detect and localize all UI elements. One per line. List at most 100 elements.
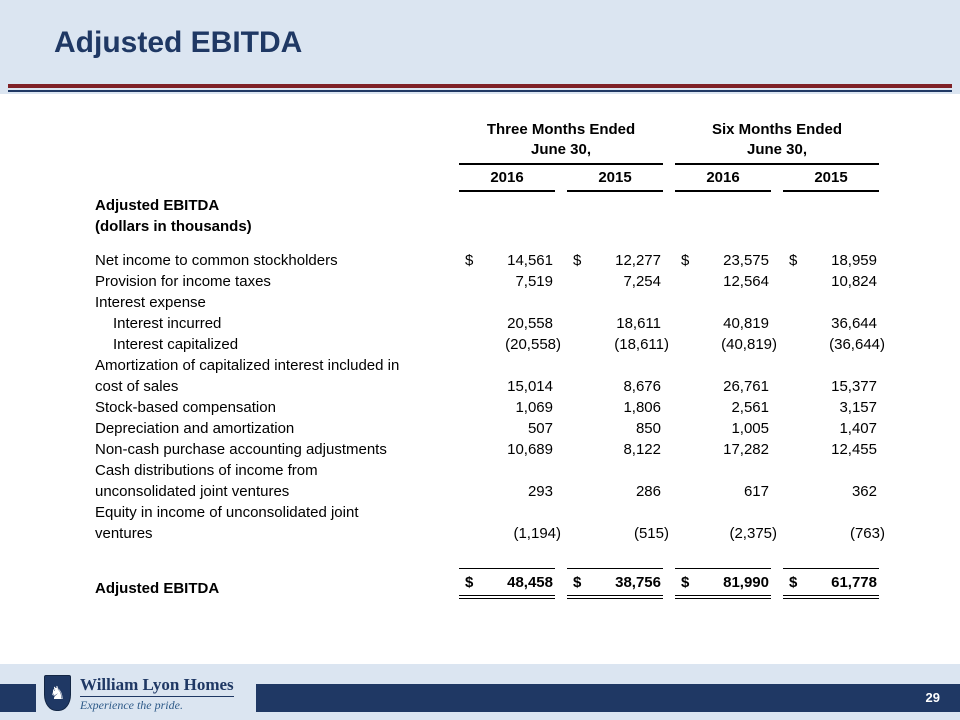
table-row: Interest incurred 20,558 18,611 40,819 3…: [95, 313, 885, 334]
value: (40,819): [721, 336, 777, 353]
total-value-cell: $81,990: [675, 568, 771, 599]
table-row: Provision for income taxes 7,519 7,254 1…: [95, 271, 885, 292]
page-title: Adjusted EBITDA: [54, 26, 303, 59]
value-cell: 17,282: [675, 439, 771, 460]
value: 40,819: [723, 315, 769, 332]
table-row: Depreciation and amortization 507 850 1,…: [95, 418, 885, 439]
value-cell: (2,375): [675, 523, 777, 544]
dollar-sign: $: [465, 574, 474, 591]
value: (1,194): [513, 525, 561, 542]
value: 1,806: [623, 399, 661, 416]
value: 61,778: [831, 574, 877, 591]
value: 1,069: [515, 399, 553, 416]
value: 15,014: [507, 378, 553, 395]
divider-maroon-line: [8, 84, 952, 88]
table-row: Non-cash purchase accounting adjustments…: [95, 439, 885, 460]
row-label: Equity in income of unconsolidated joint…: [95, 504, 359, 542]
value-cell: 26,761: [675, 376, 771, 397]
row-label: Amortization of capitalized interest inc…: [95, 357, 400, 395]
row-label: Interest incurred: [113, 315, 222, 332]
value: 362: [851, 483, 877, 500]
table-row: Cash distributions of income from uncons…: [95, 460, 885, 502]
stub-spacer: [95, 168, 447, 192]
row-label: Depreciation and amortization: [95, 420, 295, 437]
column-group-header-row: Three Months Ended June 30, Six Months E…: [95, 120, 885, 165]
value-cell: (20,558): [459, 334, 561, 355]
group-header-line2: June 30,: [530, 141, 592, 158]
value-cell: 1,806: [567, 397, 663, 418]
value-cell: $23,575: [675, 250, 771, 271]
content-area: Three Months Ended June 30, Six Months E…: [0, 94, 960, 664]
value-cell: 15,377: [783, 376, 879, 397]
year-header-row: 2016 2015 2016 2015: [95, 168, 885, 192]
row-label: Net income to common stockholders: [95, 252, 338, 269]
adjusted-ebitda-table: Three Months Ended June 30, Six Months E…: [95, 120, 885, 599]
value-cell: (36,644): [783, 334, 885, 355]
value-cell: (763): [783, 523, 885, 544]
value: (18,611): [614, 336, 669, 353]
dollar-sign: $: [465, 252, 474, 269]
table-stub-header: Adjusted EBITDA (dollars in thousands): [95, 195, 885, 237]
value-cell: 850: [567, 418, 663, 439]
row-label: Stock-based compensation: [95, 399, 276, 416]
brand-block: William Lyon Homes Experience the pride.: [80, 675, 234, 712]
group-header-line1: Three Months Ended: [486, 121, 636, 138]
dollar-sign: $: [681, 574, 690, 591]
value-cell: 362: [783, 481, 879, 502]
dollar-sign: $: [573, 574, 582, 591]
table-row: Interest capitalized (20,558) (18,611) (…: [95, 334, 885, 355]
lion-glyph: ♞: [49, 682, 66, 703]
page-number: 29: [925, 690, 940, 705]
value: 17,282: [723, 441, 769, 458]
value-cell: 507: [459, 418, 555, 439]
value: (763): [849, 525, 885, 542]
value: 293: [527, 483, 553, 500]
table-row: Amortization of capitalized interest inc…: [95, 355, 885, 397]
dollar-sign: $: [573, 252, 582, 269]
header-band: Adjusted EBITDA: [0, 0, 960, 84]
dollar-sign: $: [789, 252, 798, 269]
value-cell: 20,558: [459, 313, 555, 334]
value: 7,519: [515, 273, 553, 290]
group-header-line2: June 30,: [746, 141, 808, 158]
value: 36,644: [831, 315, 877, 332]
value-cell: 12,564: [675, 271, 771, 292]
value: 1,005: [731, 420, 769, 437]
value-cell: 286: [567, 481, 663, 502]
value: 18,959: [831, 252, 877, 269]
value: 617: [743, 483, 769, 500]
value: 8,676: [623, 378, 661, 395]
value: 2,561: [731, 399, 769, 416]
year-header: 2016: [459, 168, 555, 192]
value-cell: 7,254: [567, 271, 663, 292]
company-logo: ♞ William Lyon Homes Experience the prid…: [36, 670, 256, 716]
year-header: 2016: [675, 168, 771, 192]
stub-spacer: [95, 120, 447, 165]
row-label: Interest expense: [95, 294, 206, 311]
stub-header-title: Adjusted EBITDA: [95, 197, 220, 214]
brand-name: William Lyon Homes: [80, 674, 234, 694]
value: 26,761: [723, 378, 769, 395]
value-cell: 18,611: [567, 313, 663, 334]
shield-icon: ♞: [44, 675, 71, 711]
value: 507: [527, 420, 553, 437]
value-cell: 2,561: [675, 397, 771, 418]
row-label: Provision for income taxes: [95, 273, 271, 290]
table-body: Net income to common stockholders $14,56…: [95, 250, 885, 544]
value: (36,644): [829, 336, 885, 353]
row-label: Cash distributions of income from uncons…: [95, 462, 318, 500]
table-row: Net income to common stockholders $14,56…: [95, 250, 885, 271]
value-cell: 8,122: [567, 439, 663, 460]
value-cell: $14,561: [459, 250, 555, 271]
row-label: Non-cash purchase accounting adjustments: [95, 441, 387, 458]
value: 12,564: [723, 273, 769, 290]
value-cell: $12,277: [567, 250, 663, 271]
value-cell: (1,194): [459, 523, 561, 544]
value-cell: 36,644: [783, 313, 879, 334]
value: 1,407: [839, 420, 877, 437]
value: (20,558): [505, 336, 561, 353]
slide-footer: ♞ William Lyon Homes Experience the prid…: [0, 664, 960, 720]
value: 12,277: [615, 252, 661, 269]
value: 23,575: [723, 252, 769, 269]
value-cell: 1,005: [675, 418, 771, 439]
